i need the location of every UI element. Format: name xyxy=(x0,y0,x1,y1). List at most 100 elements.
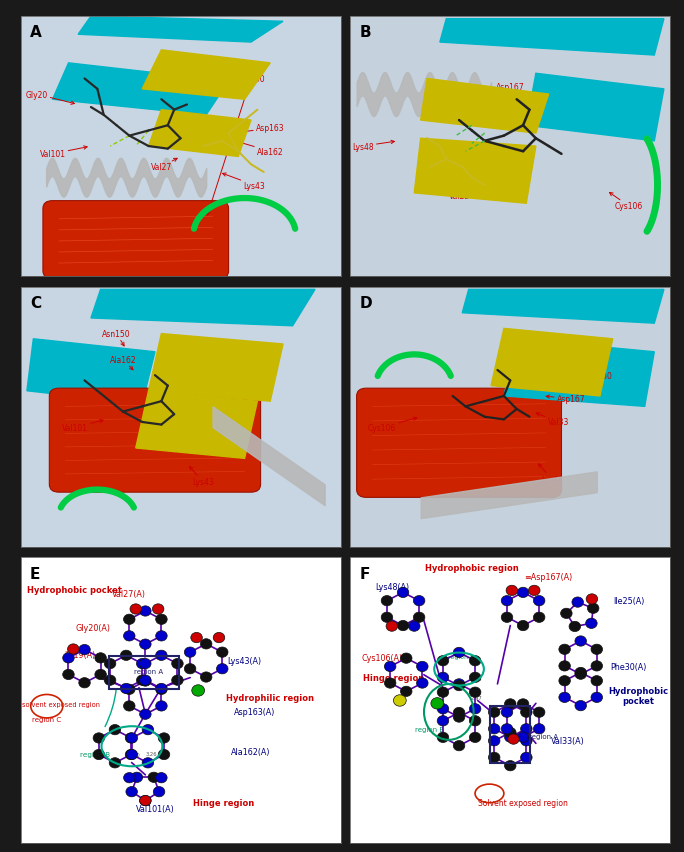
Circle shape xyxy=(95,653,107,663)
Circle shape xyxy=(501,724,513,734)
Text: Gly20: Gly20 xyxy=(25,90,75,105)
Circle shape xyxy=(469,656,481,666)
Circle shape xyxy=(109,725,120,735)
Text: Cys106(A): Cys106(A) xyxy=(362,653,403,662)
Circle shape xyxy=(381,613,393,623)
Text: region B: region B xyxy=(415,726,444,732)
Circle shape xyxy=(572,597,583,607)
Text: Val27: Val27 xyxy=(196,438,223,456)
Circle shape xyxy=(155,773,167,783)
Text: Asp163(A): Asp163(A) xyxy=(233,708,275,717)
Circle shape xyxy=(591,644,603,654)
Circle shape xyxy=(437,656,449,666)
FancyBboxPatch shape xyxy=(356,389,562,498)
Polygon shape xyxy=(526,74,664,141)
Text: Asn150: Asn150 xyxy=(207,75,265,216)
Text: Phe30: Phe30 xyxy=(572,371,611,383)
Circle shape xyxy=(397,621,409,631)
Text: B: B xyxy=(360,25,371,40)
Text: Asn150: Asn150 xyxy=(102,330,131,347)
Text: F: F xyxy=(360,567,370,581)
Circle shape xyxy=(521,736,532,746)
Text: region B: region B xyxy=(80,751,110,757)
Circle shape xyxy=(124,773,135,783)
Circle shape xyxy=(569,622,581,632)
Polygon shape xyxy=(27,339,155,405)
Circle shape xyxy=(517,732,529,742)
Circle shape xyxy=(68,644,79,654)
Circle shape xyxy=(588,603,599,613)
Polygon shape xyxy=(462,290,664,324)
Circle shape xyxy=(200,672,212,682)
Circle shape xyxy=(506,585,518,596)
Circle shape xyxy=(156,614,167,625)
Text: D: D xyxy=(360,296,373,310)
Circle shape xyxy=(575,667,586,678)
Text: C: C xyxy=(30,296,41,310)
Circle shape xyxy=(125,750,137,760)
Circle shape xyxy=(120,683,132,694)
Text: Lys48(A): Lys48(A) xyxy=(375,582,409,591)
Circle shape xyxy=(501,707,513,717)
Text: Ala162: Ala162 xyxy=(239,142,283,157)
Text: Val33(A): Val33(A) xyxy=(551,736,585,746)
Text: Ile25(A): Ile25(A) xyxy=(613,596,644,605)
Circle shape xyxy=(559,661,570,671)
Polygon shape xyxy=(148,334,283,401)
Circle shape xyxy=(586,594,598,604)
Polygon shape xyxy=(142,51,270,101)
Circle shape xyxy=(137,659,148,669)
Text: Val101: Val101 xyxy=(62,420,103,432)
Circle shape xyxy=(534,596,545,606)
Text: Val27: Val27 xyxy=(150,159,177,172)
Circle shape xyxy=(156,701,167,711)
Text: 2.80: 2.80 xyxy=(129,752,140,757)
Circle shape xyxy=(469,672,481,682)
Circle shape xyxy=(488,752,500,763)
Text: Ile19: Ile19 xyxy=(194,412,215,422)
Polygon shape xyxy=(135,391,257,459)
Circle shape xyxy=(400,653,412,664)
Circle shape xyxy=(124,684,135,694)
Polygon shape xyxy=(440,20,664,56)
Text: 3.26: 3.26 xyxy=(146,751,157,756)
Circle shape xyxy=(184,664,196,674)
Text: Hydrophilic region: Hydrophilic region xyxy=(226,694,314,703)
Circle shape xyxy=(561,608,572,619)
FancyBboxPatch shape xyxy=(49,389,261,492)
Text: Asp167: Asp167 xyxy=(496,83,525,99)
Circle shape xyxy=(213,633,225,643)
Circle shape xyxy=(137,676,148,686)
Text: Ala162: Ala162 xyxy=(109,355,136,371)
Circle shape xyxy=(217,664,228,674)
Circle shape xyxy=(126,750,137,760)
Circle shape xyxy=(124,701,135,711)
Circle shape xyxy=(437,672,449,682)
Circle shape xyxy=(384,661,396,672)
Circle shape xyxy=(217,648,228,658)
Text: Ala162(A): Ala162(A) xyxy=(231,747,271,757)
Circle shape xyxy=(453,712,465,722)
Circle shape xyxy=(586,619,597,629)
Text: Hinge region: Hinge region xyxy=(363,674,424,682)
Circle shape xyxy=(79,645,90,655)
Circle shape xyxy=(124,614,135,625)
Circle shape xyxy=(386,621,397,631)
Circle shape xyxy=(508,734,519,745)
Circle shape xyxy=(400,687,412,697)
Circle shape xyxy=(393,695,406,706)
Circle shape xyxy=(140,709,151,719)
Circle shape xyxy=(125,733,137,743)
Polygon shape xyxy=(491,329,613,396)
Circle shape xyxy=(140,659,151,669)
Circle shape xyxy=(156,684,167,694)
Circle shape xyxy=(575,636,586,647)
Circle shape xyxy=(130,604,142,614)
Text: Val27(A): Val27(A) xyxy=(112,589,146,598)
Text: Hydrophobic region: Hydrophobic region xyxy=(425,564,518,573)
Circle shape xyxy=(521,752,532,763)
Text: Asp167: Asp167 xyxy=(546,394,586,404)
Text: Phe30: Phe30 xyxy=(444,83,469,100)
Text: A: A xyxy=(30,25,42,40)
Circle shape xyxy=(505,699,516,709)
